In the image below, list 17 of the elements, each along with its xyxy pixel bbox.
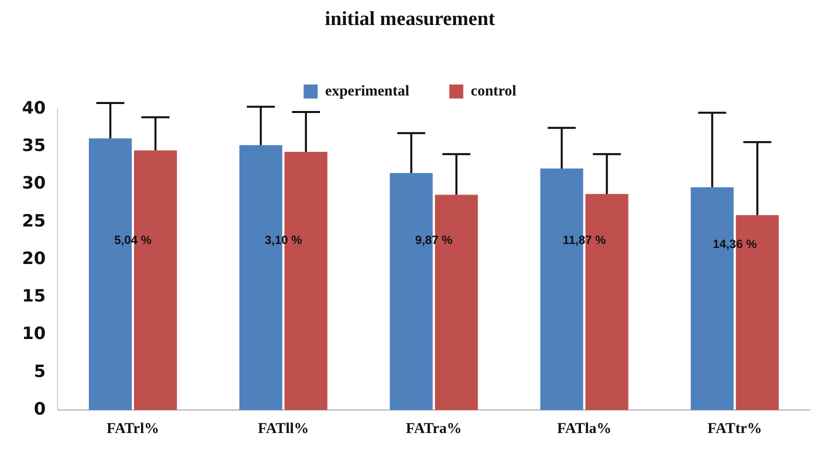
chart-title: initial measurement [324,8,496,30]
x-tick-label: FATrl% [106,420,160,437]
y-tick-label: 15 [22,286,46,307]
x-tick-label: FATtr% [708,420,762,437]
legend-label: control [470,83,516,100]
legend-label: experimental [325,83,410,100]
x-tick-label: FATla% [557,420,612,437]
y-tick-label: 10 [22,324,46,344]
y-tick-label: 25 [22,211,46,232]
y-tick-label: 40 [22,98,46,118]
y-tick-label: 20 [22,248,46,269]
y-tick-label: 35 [22,136,46,156]
x-tick-label: FATra% [406,420,462,437]
y-tick-label: 5 [34,362,46,382]
y-tick-label: 30 [22,174,46,194]
x-tick-label: FATll% [258,420,309,437]
y-tick-label: 0 [34,399,46,420]
